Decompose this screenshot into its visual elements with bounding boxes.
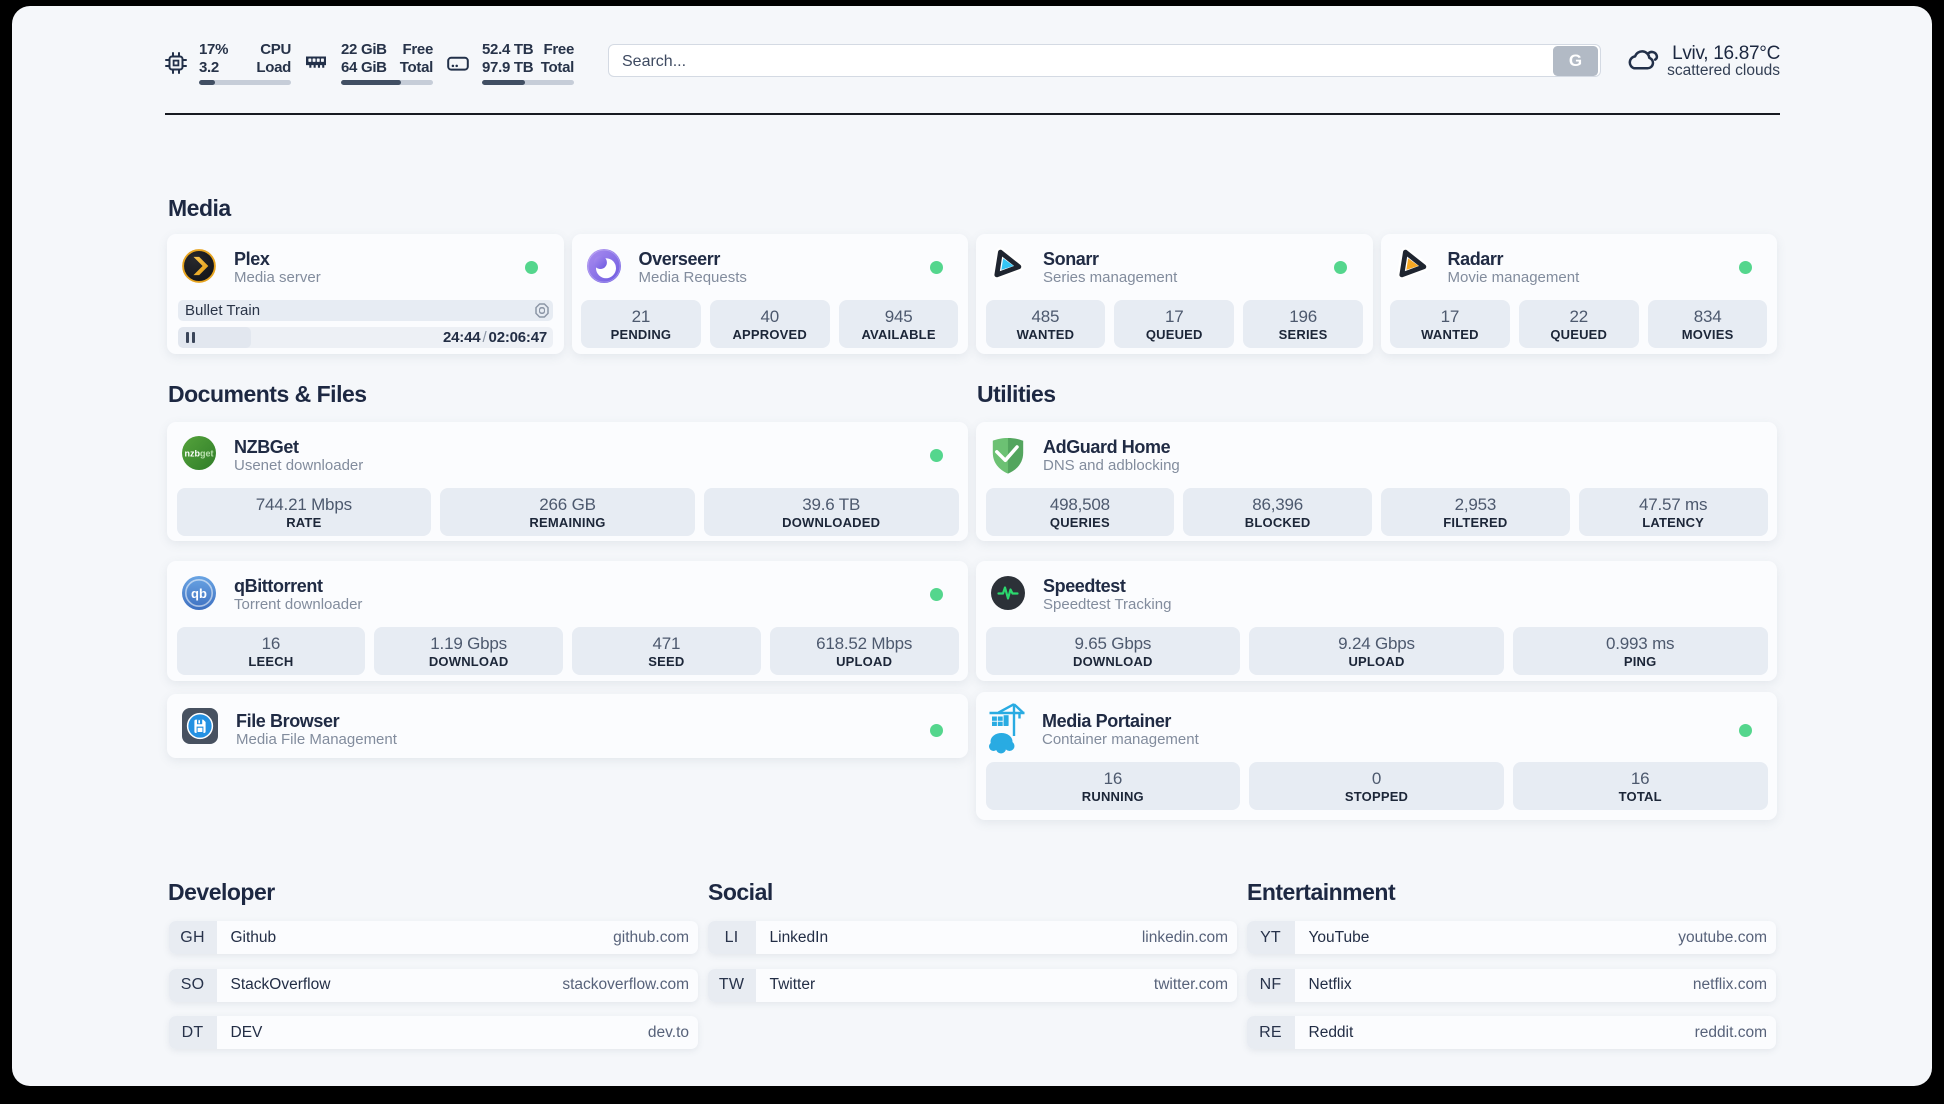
svg-text:qb: qb <box>191 586 207 601</box>
svg-text:nzbget: nzbget <box>185 449 214 459</box>
